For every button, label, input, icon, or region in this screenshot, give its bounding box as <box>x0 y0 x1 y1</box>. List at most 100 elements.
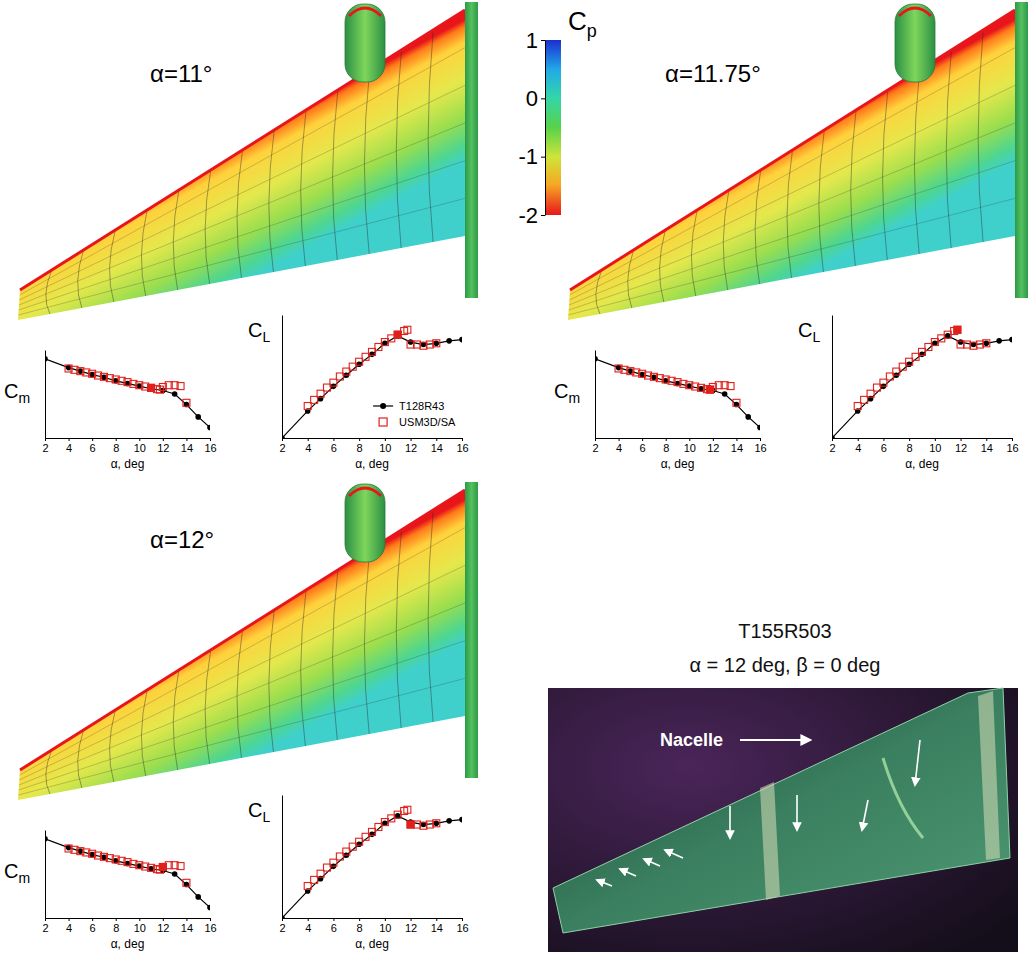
photo-annotation: Nacelle <box>660 730 723 750</box>
x-tick-label: 2 <box>279 922 285 934</box>
chart: 246810121416α, degCm <box>554 351 767 472</box>
contour-line <box>18 678 465 795</box>
x-tick: 6 <box>331 438 337 454</box>
photo: Nacelle <box>548 688 1018 952</box>
x-tick-mark <box>116 438 117 441</box>
y-axis <box>832 316 833 439</box>
series <box>407 821 415 829</box>
x-tick-mark <box>961 438 962 441</box>
x-tick-label: 10 <box>134 442 146 454</box>
y-axis-title: Cm <box>4 860 30 886</box>
data-point <box>394 331 402 339</box>
plot-area <box>45 836 210 910</box>
chart: 246810121416α, degCm <box>4 351 217 472</box>
photo-title: T155R503 <box>738 620 831 642</box>
data-point <box>172 391 178 397</box>
contour-line <box>19 161 465 310</box>
x-tick-label: 16 <box>456 922 468 934</box>
x-tick-label: 2 <box>279 442 285 454</box>
data-point <box>408 339 414 345</box>
x-tick: 16 <box>456 918 468 934</box>
data-point <box>407 821 415 829</box>
x-tick: 8 <box>357 918 363 934</box>
data-point <box>183 399 190 406</box>
streamline <box>428 510 433 722</box>
x-tick-label: 2 <box>42 922 48 934</box>
series <box>304 326 440 409</box>
x-tick: 2 <box>279 918 285 934</box>
flow-arrow <box>597 880 612 886</box>
legend-label: T128R43 <box>399 400 444 412</box>
data-point <box>369 352 375 358</box>
x-tick: 2 <box>592 438 598 454</box>
x-tick-label: 2 <box>42 442 48 454</box>
data-point <box>183 879 190 886</box>
series <box>147 384 155 392</box>
series <box>282 813 462 918</box>
x-tick-mark <box>986 438 987 441</box>
nacelle-lip <box>899 8 931 16</box>
colorbar-tick-mark <box>541 98 545 99</box>
plot-area <box>45 356 210 430</box>
x-tick: 4 <box>305 438 311 454</box>
chart: 246810121416α, degCm <box>4 831 217 952</box>
x-tick: 12 <box>955 438 967 454</box>
x-tick-label: 10 <box>929 442 941 454</box>
x-tick-mark <box>689 438 690 441</box>
y-axis <box>45 351 46 439</box>
x-tick-label: 12 <box>405 442 417 454</box>
x-tick-mark <box>163 438 164 441</box>
colorbar-tick-mark <box>541 40 545 41</box>
colorbar-tick-label: -2 <box>518 203 538 228</box>
fuselage <box>465 2 478 298</box>
y-axis-line <box>45 831 46 919</box>
x-tick-mark <box>116 918 117 921</box>
text-main: C <box>248 319 262 341</box>
x-tick-label: 6 <box>331 922 337 934</box>
contour-line <box>19 565 465 780</box>
flow-arrow <box>644 859 660 866</box>
x-tick: 12 <box>707 438 719 454</box>
x-axis-line <box>46 918 211 919</box>
data-point <box>433 820 440 827</box>
y-axis-line <box>282 796 283 919</box>
wing-surface <box>18 490 465 800</box>
nacelle <box>345 484 385 562</box>
wing-surface <box>18 10 465 320</box>
data-point <box>282 435 285 438</box>
data-point <box>159 863 167 871</box>
x-tick: 6 <box>90 438 96 454</box>
legend-marker <box>379 418 387 426</box>
x-tick-mark <box>760 438 761 441</box>
colorbar-axis-line <box>545 41 546 216</box>
photo-wing <box>553 688 1010 933</box>
x-axis: 246810121416 <box>279 918 468 934</box>
x-tick-mark <box>642 438 643 441</box>
colorbar: 10-1-2Cp <box>518 6 596 228</box>
text-main: C <box>568 6 587 36</box>
series <box>45 356 210 430</box>
series <box>65 845 190 886</box>
y-axis-title: CL <box>248 799 270 825</box>
series-line <box>45 359 210 428</box>
data-point <box>983 340 990 347</box>
series <box>65 365 190 406</box>
x-tick-label: 8 <box>357 442 363 454</box>
series <box>854 326 990 409</box>
data-point <box>45 356 48 362</box>
x-tick-label: 16 <box>204 442 216 454</box>
x-tick-mark <box>666 438 667 441</box>
x-tick-label: 4 <box>855 442 861 454</box>
x-axis-title: α, deg <box>355 937 389 951</box>
y-axis <box>45 831 46 919</box>
x-tick: 14 <box>431 438 443 454</box>
data-point <box>706 386 714 394</box>
nacelle <box>895 4 935 82</box>
data-point <box>446 338 452 344</box>
colorbar-tick-label: 0 <box>526 86 538 111</box>
text-subscript: L <box>262 809 270 825</box>
data-point <box>195 894 201 900</box>
x-tick: 8 <box>907 438 913 454</box>
x-axis: 246810121416 <box>42 438 216 454</box>
x-tick: 6 <box>640 438 646 454</box>
